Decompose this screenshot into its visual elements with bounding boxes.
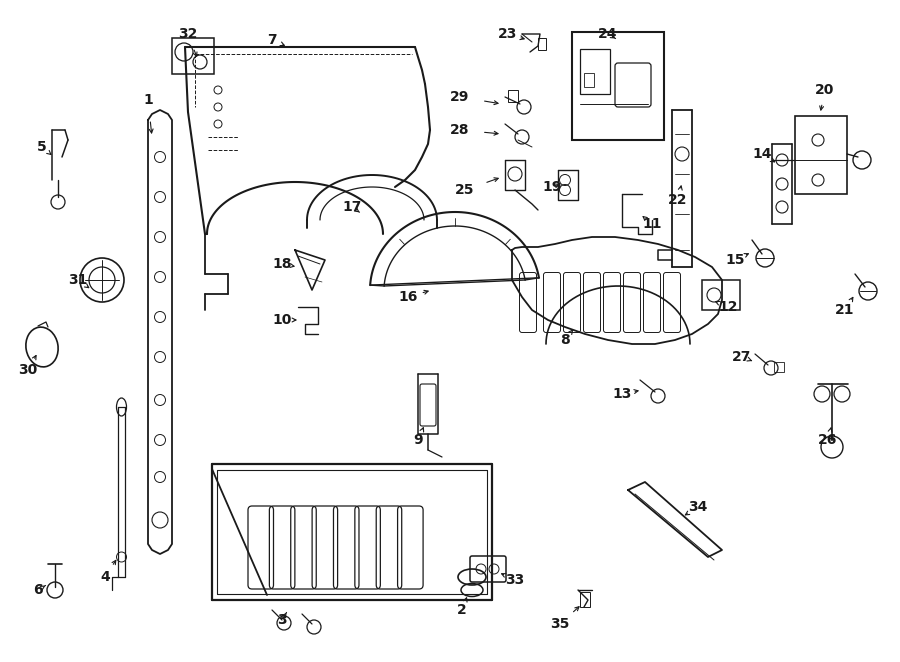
Bar	[584, 73, 594, 87]
Text: 30: 30	[18, 363, 38, 377]
Text: 22: 22	[668, 193, 688, 207]
Text: 7: 7	[267, 33, 277, 47]
Text: 15: 15	[725, 253, 745, 267]
Text: 26: 26	[818, 433, 838, 447]
Text: 20: 20	[815, 83, 834, 97]
Text: 27: 27	[733, 350, 751, 364]
Text: 13: 13	[612, 387, 632, 401]
Bar	[795, 116, 847, 194]
Text: 4: 4	[100, 570, 110, 584]
Text: 33: 33	[506, 573, 525, 587]
Text: 31: 31	[68, 273, 87, 287]
Text: 32: 32	[178, 27, 198, 41]
Bar	[774, 362, 784, 372]
Text: 3: 3	[277, 613, 287, 627]
Text: 11: 11	[643, 217, 662, 231]
Text: 14: 14	[752, 147, 772, 161]
Text: 35: 35	[550, 617, 570, 631]
Text: 24: 24	[598, 27, 617, 41]
Text: 10: 10	[273, 313, 292, 327]
Text: 23: 23	[499, 27, 517, 41]
Text: 18: 18	[273, 257, 292, 271]
Text: 19: 19	[543, 180, 562, 194]
Text: 5: 5	[37, 140, 47, 154]
Text: 9: 9	[413, 433, 423, 447]
Bar	[580, 49, 610, 94]
Text: 34: 34	[688, 500, 707, 514]
Bar	[508, 90, 518, 102]
Bar	[538, 38, 546, 50]
Text: 29: 29	[450, 90, 470, 104]
Text: 21: 21	[835, 303, 855, 317]
Text: 8: 8	[560, 333, 570, 347]
Text: 16: 16	[399, 290, 418, 304]
Bar	[702, 280, 740, 310]
Text: 25: 25	[455, 183, 475, 197]
Bar	[572, 32, 664, 140]
Text: 6: 6	[33, 583, 43, 597]
Bar	[172, 38, 214, 74]
Text: 1: 1	[143, 93, 153, 107]
Text: 2: 2	[457, 603, 467, 617]
Text: 17: 17	[342, 200, 362, 214]
Text: 28: 28	[450, 123, 470, 137]
Bar	[580, 592, 590, 607]
Text: 12: 12	[718, 300, 738, 314]
